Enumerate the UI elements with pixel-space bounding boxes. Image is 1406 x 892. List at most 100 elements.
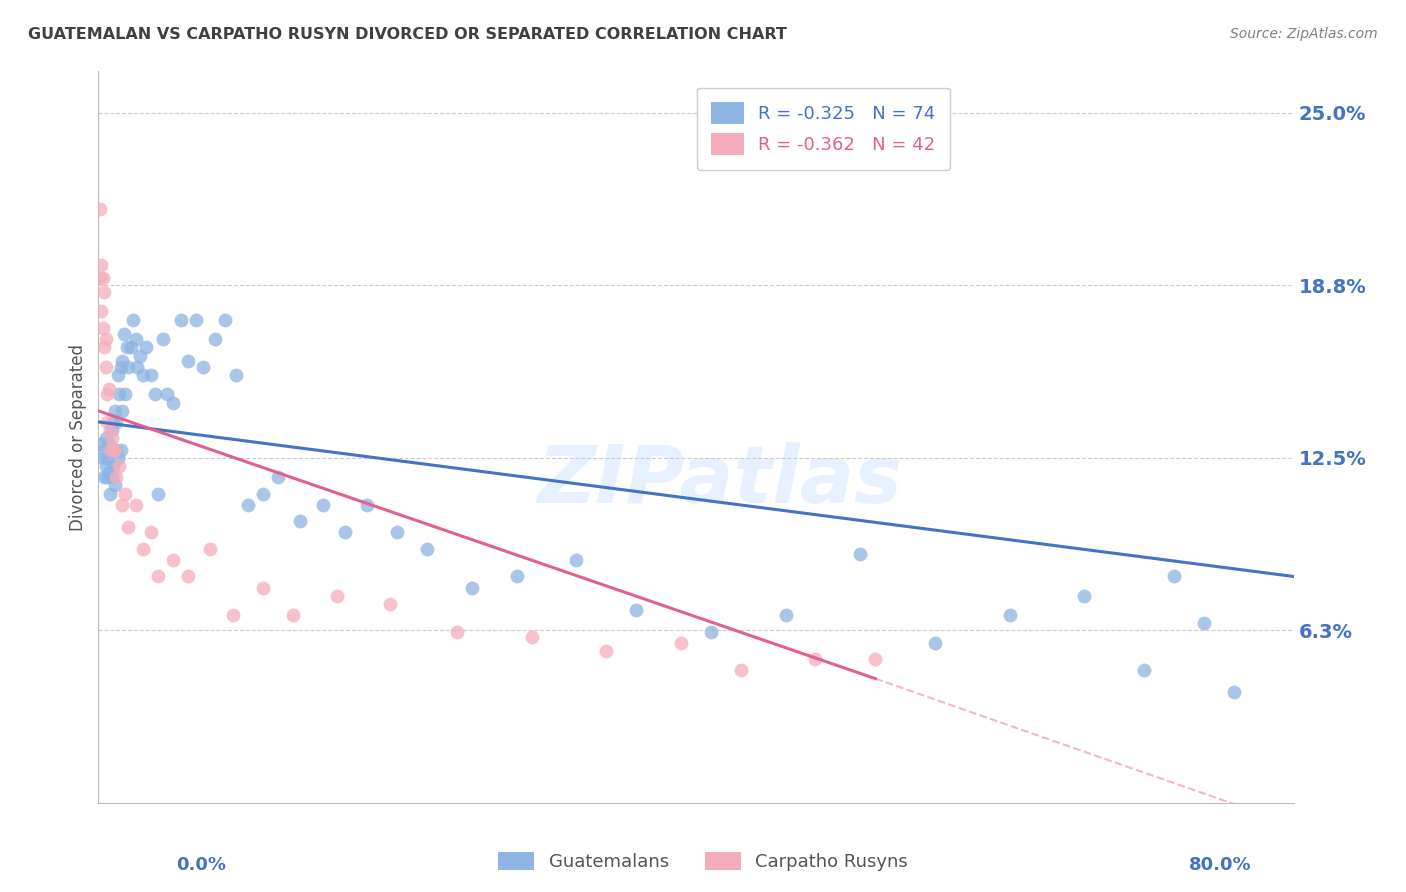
Point <box>267 470 290 484</box>
Point <box>91 321 114 335</box>
Point <box>177 569 200 583</box>
Point <box>93 340 115 354</box>
Point <box>288 514 311 528</box>
Point <box>162 553 184 567</box>
Point <box>156 387 179 401</box>
Legend: R = -0.325   N = 74, R = -0.362   N = 42: R = -0.325 N = 74, R = -0.362 N = 42 <box>697 87 950 169</box>
Point <box>191 359 214 374</box>
Point <box>125 498 148 512</box>
Point <box>103 442 125 457</box>
Point <box>108 387 131 401</box>
Point <box>104 442 127 457</box>
Point <box>461 581 484 595</box>
Point <box>132 541 155 556</box>
Point <box>700 624 723 639</box>
Point <box>326 589 349 603</box>
Point <box>416 541 439 556</box>
Point <box>129 349 152 363</box>
Point <box>96 387 118 401</box>
Point <box>148 569 170 583</box>
Point <box>924 636 946 650</box>
Point <box>97 382 120 396</box>
Point <box>143 387 166 401</box>
Point <box>101 432 124 446</box>
Point <box>120 340 142 354</box>
Point <box>111 354 134 368</box>
Point <box>108 458 131 473</box>
Point <box>730 663 752 677</box>
Point <box>89 202 111 217</box>
Point <box>97 465 120 479</box>
Point <box>98 486 122 500</box>
Point <box>356 498 378 512</box>
Point <box>385 525 409 540</box>
Point <box>311 498 333 512</box>
Point <box>775 608 797 623</box>
Point <box>127 359 149 374</box>
Point <box>184 312 207 326</box>
Point <box>93 442 115 457</box>
Point <box>506 569 529 583</box>
Point <box>225 368 247 382</box>
Point <box>98 442 122 457</box>
Point <box>111 404 134 418</box>
Point <box>117 520 139 534</box>
Point <box>114 387 136 401</box>
Point <box>110 359 132 374</box>
Point <box>105 470 128 484</box>
Point <box>139 525 162 540</box>
Point <box>93 285 115 300</box>
Point <box>104 404 127 418</box>
Point <box>252 486 274 500</box>
Text: Source: ZipAtlas.com: Source: ZipAtlas.com <box>1230 27 1378 41</box>
Point <box>222 608 245 623</box>
Point <box>94 432 117 446</box>
Point <box>117 359 139 374</box>
Point <box>90 258 112 272</box>
Text: GUATEMALAN VS CARPATHO RUSYN DIVORCED OR SEPARATED CORRELATION CHART: GUATEMALAN VS CARPATHO RUSYN DIVORCED OR… <box>28 27 787 42</box>
Point <box>200 541 222 556</box>
Point <box>520 630 543 644</box>
Point <box>105 415 128 429</box>
Point <box>849 548 872 562</box>
Point <box>98 423 122 437</box>
Point <box>114 486 136 500</box>
Point <box>333 525 356 540</box>
Point <box>110 442 132 457</box>
Point <box>1192 616 1215 631</box>
Text: ZIPatlas: ZIPatlas <box>537 442 903 520</box>
Point <box>1163 569 1185 583</box>
Point <box>111 498 134 512</box>
Point <box>214 312 236 326</box>
Point <box>204 332 226 346</box>
Point <box>281 608 304 623</box>
Point <box>132 368 155 382</box>
Point <box>595 644 617 658</box>
Point <box>96 415 118 429</box>
Point <box>865 652 887 666</box>
Point <box>96 450 118 465</box>
Point <box>96 470 118 484</box>
Point <box>98 442 122 457</box>
Point <box>101 470 124 484</box>
Text: 80.0%: 80.0% <box>1188 856 1251 874</box>
Point <box>162 395 184 409</box>
Point <box>91 450 114 465</box>
Point <box>804 652 827 666</box>
Point <box>107 368 129 382</box>
Point <box>1133 663 1156 677</box>
Point <box>89 271 111 285</box>
Point <box>565 553 588 567</box>
Point <box>105 442 128 457</box>
Point <box>177 354 200 368</box>
Point <box>93 470 115 484</box>
Point <box>125 332 148 346</box>
Point <box>148 486 170 500</box>
Point <box>90 304 112 318</box>
Point <box>252 581 274 595</box>
Point <box>101 423 124 437</box>
Point <box>135 340 157 354</box>
Point <box>94 332 117 346</box>
Point <box>97 437 120 451</box>
Y-axis label: Divorced or Separated: Divorced or Separated <box>69 343 87 531</box>
